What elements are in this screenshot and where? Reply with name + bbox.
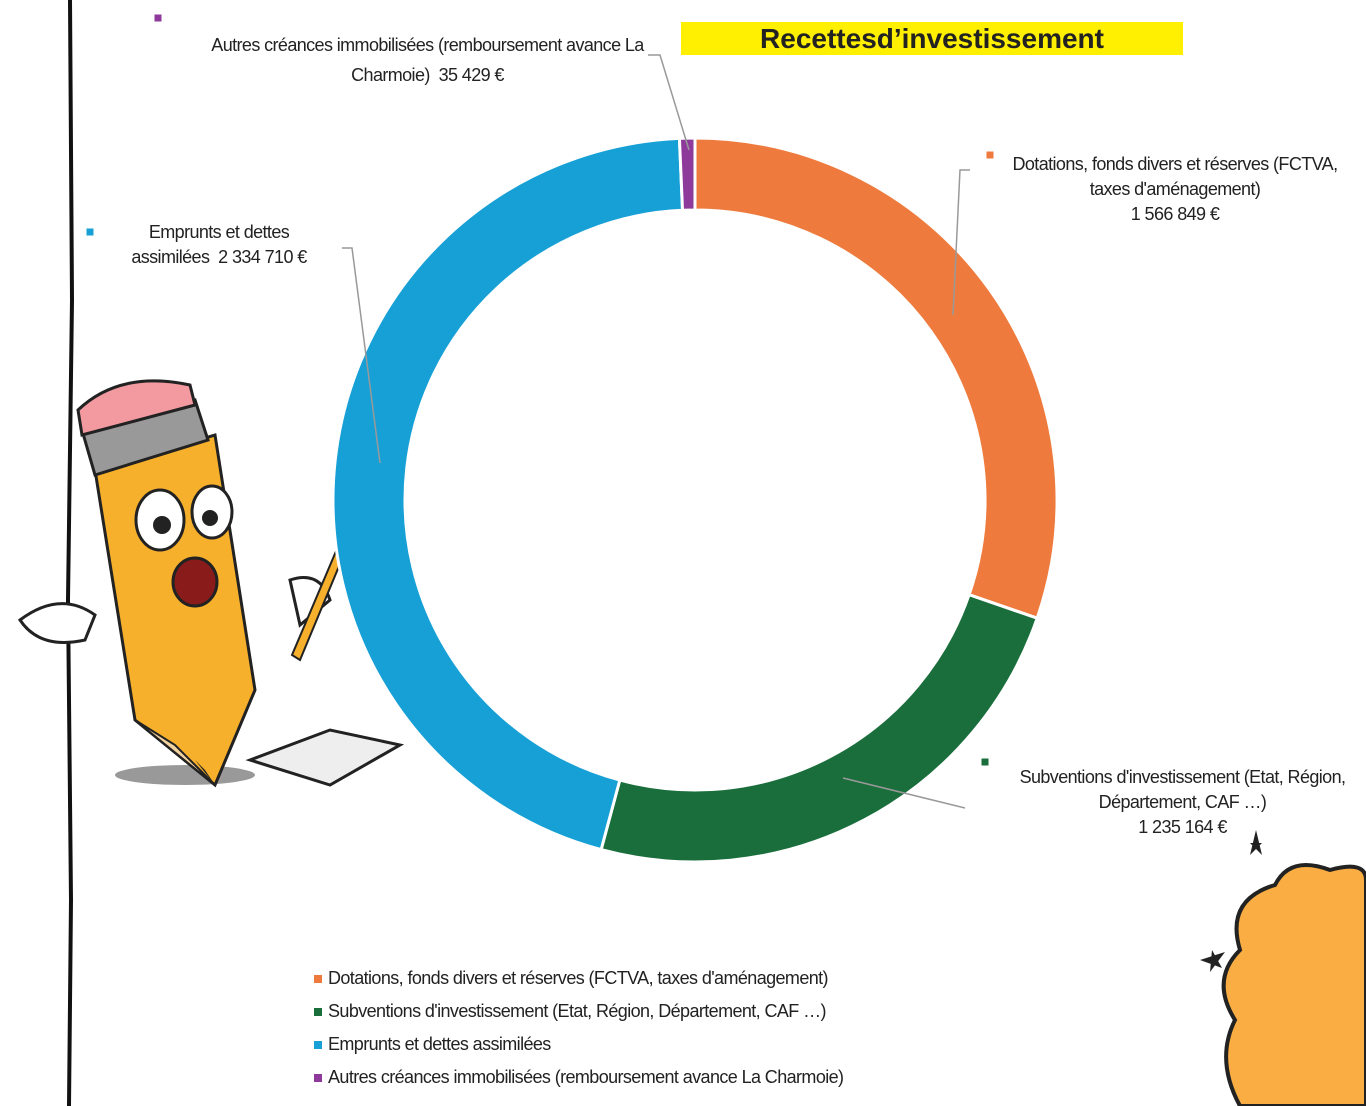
label-marker bbox=[981, 758, 989, 766]
donut-segment bbox=[599, 592, 1040, 864]
legend-swatch bbox=[314, 1074, 322, 1083]
data-label: Dotations, fonds divers et réserves (FCT… bbox=[1000, 152, 1350, 227]
legend-item: Dotations, fonds divers et réserves (FCT… bbox=[314, 962, 843, 995]
legend: Dotations, fonds divers et réserves (FCT… bbox=[314, 962, 844, 1094]
legend-swatch bbox=[314, 975, 322, 984]
legend-label: Dotations, fonds divers et réserves (FCT… bbox=[328, 968, 829, 988]
legend-label: Emprunts et dettes assimilées bbox=[328, 1034, 551, 1054]
leader-line bbox=[842, 777, 966, 809]
value-label: 35 429 € bbox=[438, 65, 505, 85]
legend-swatch bbox=[314, 1041, 322, 1050]
label-category: Emprunts et dettes assimilées bbox=[131, 222, 290, 267]
legend-item: Subventions d'investissement (Etat, Régi… bbox=[314, 995, 843, 1028]
data-label: Autres créances immobilisées (remboursem… bbox=[185, 30, 670, 90]
donut-segment bbox=[677, 136, 697, 212]
value-label: 2 334 710 € bbox=[218, 247, 307, 267]
label-marker bbox=[986, 151, 994, 159]
value-label: 1 235 164 € bbox=[1138, 817, 1227, 837]
legend-label: Subventions d'investissement (Etat, Régi… bbox=[328, 1001, 826, 1021]
leader-line bbox=[952, 169, 970, 316]
data-label: Subventions d'investissement (Etat, Régi… bbox=[1010, 765, 1355, 840]
legend-item: Emprunts et dettes assimilées bbox=[314, 1028, 843, 1061]
cloud-illustration bbox=[1200, 830, 1366, 1106]
label-category: Subventions d'investissement (Etat, Régi… bbox=[1019, 767, 1346, 812]
legend-item: Autres créances immobilisées (remboursem… bbox=[314, 1061, 844, 1094]
leader-line bbox=[648, 54, 690, 151]
label-marker bbox=[86, 228, 94, 236]
legend-label: Autres créances immobilisées (remboursem… bbox=[328, 1067, 844, 1087]
donut-segment bbox=[693, 136, 1059, 621]
label-marker bbox=[154, 14, 162, 22]
label-category: Autres créances immobilisées (remboursem… bbox=[211, 35, 644, 85]
data-label: Emprunts et dettes assimilées 2 334 710 … bbox=[110, 220, 328, 270]
legend-swatch bbox=[314, 1008, 322, 1017]
label-category: Dotations, fonds divers et réserves (FCT… bbox=[1012, 154, 1339, 199]
frame-line bbox=[65, 0, 75, 1106]
value-label: 1 566 849 € bbox=[1130, 204, 1220, 224]
leader-line bbox=[342, 247, 381, 464]
chart-title: Recettesd’investissement bbox=[681, 22, 1183, 55]
donut-segment bbox=[331, 136, 685, 852]
